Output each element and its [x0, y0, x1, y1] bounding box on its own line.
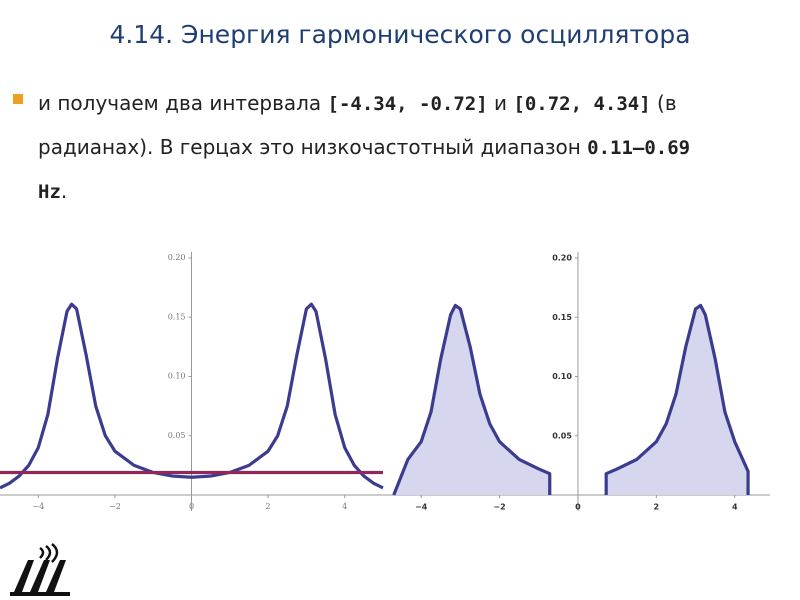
text-segment: [0.72, 4.34] — [513, 93, 651, 115]
bullet-text: и получаем два интервала [-4.34, -0.72] … — [38, 82, 728, 214]
x-tick-label: −4 — [32, 502, 44, 511]
logo — [10, 543, 70, 596]
y-tick-label: 0.10 — [552, 372, 572, 381]
area-outline — [604, 303, 750, 495]
y-tick-label: 0.05 — [552, 431, 572, 440]
x-tick-label: −2 — [493, 503, 505, 512]
text-segment: . — [60, 179, 68, 203]
x-tick-label: 4 — [732, 503, 738, 512]
y-tick-label: 0.15 — [168, 312, 186, 321]
text-segment: (в радианах). В герцах это низкочастотны… — [38, 91, 677, 159]
x-tick-label: 0 — [575, 503, 581, 512]
x-tick-label: −4 — [415, 503, 428, 512]
text-segment: [-4.34, -0.72] — [327, 93, 488, 115]
y-tick-label: 0.20 — [552, 254, 572, 263]
y-tick-label: 0.20 — [168, 253, 186, 262]
line-series — [0, 302, 384, 490]
x-tick-label: 2 — [266, 502, 271, 511]
chart: 0.05 0.10 0.15 0.20 −4 −2 0 2 4 — [382, 252, 770, 512]
x-tick-label: 4 — [342, 502, 347, 511]
text-segment: 0.11–0.69 Hz — [38, 137, 691, 203]
chart: 0.05 0.10 0.15 0.20 −4 −2 0 2 4 — [0, 252, 384, 511]
x-tick-label: −2 — [109, 502, 121, 511]
area-fill — [606, 305, 749, 495]
slide-title: 4.14. Энергия гармонического осциллятора — [109, 20, 691, 49]
text-segment: и — [487, 91, 514, 115]
y-tick-label: 0.10 — [168, 372, 186, 381]
x-tick-label: 0 — [189, 502, 194, 511]
bullet-marker — [13, 94, 23, 104]
y-tick-label: 0.05 — [168, 431, 186, 440]
area-fill — [393, 305, 550, 495]
x-tick-label: 2 — [654, 503, 660, 512]
area-outline — [392, 303, 552, 496]
y-tick-label: 0.15 — [552, 313, 572, 322]
text-segment: и получаем два интервала — [38, 91, 328, 115]
